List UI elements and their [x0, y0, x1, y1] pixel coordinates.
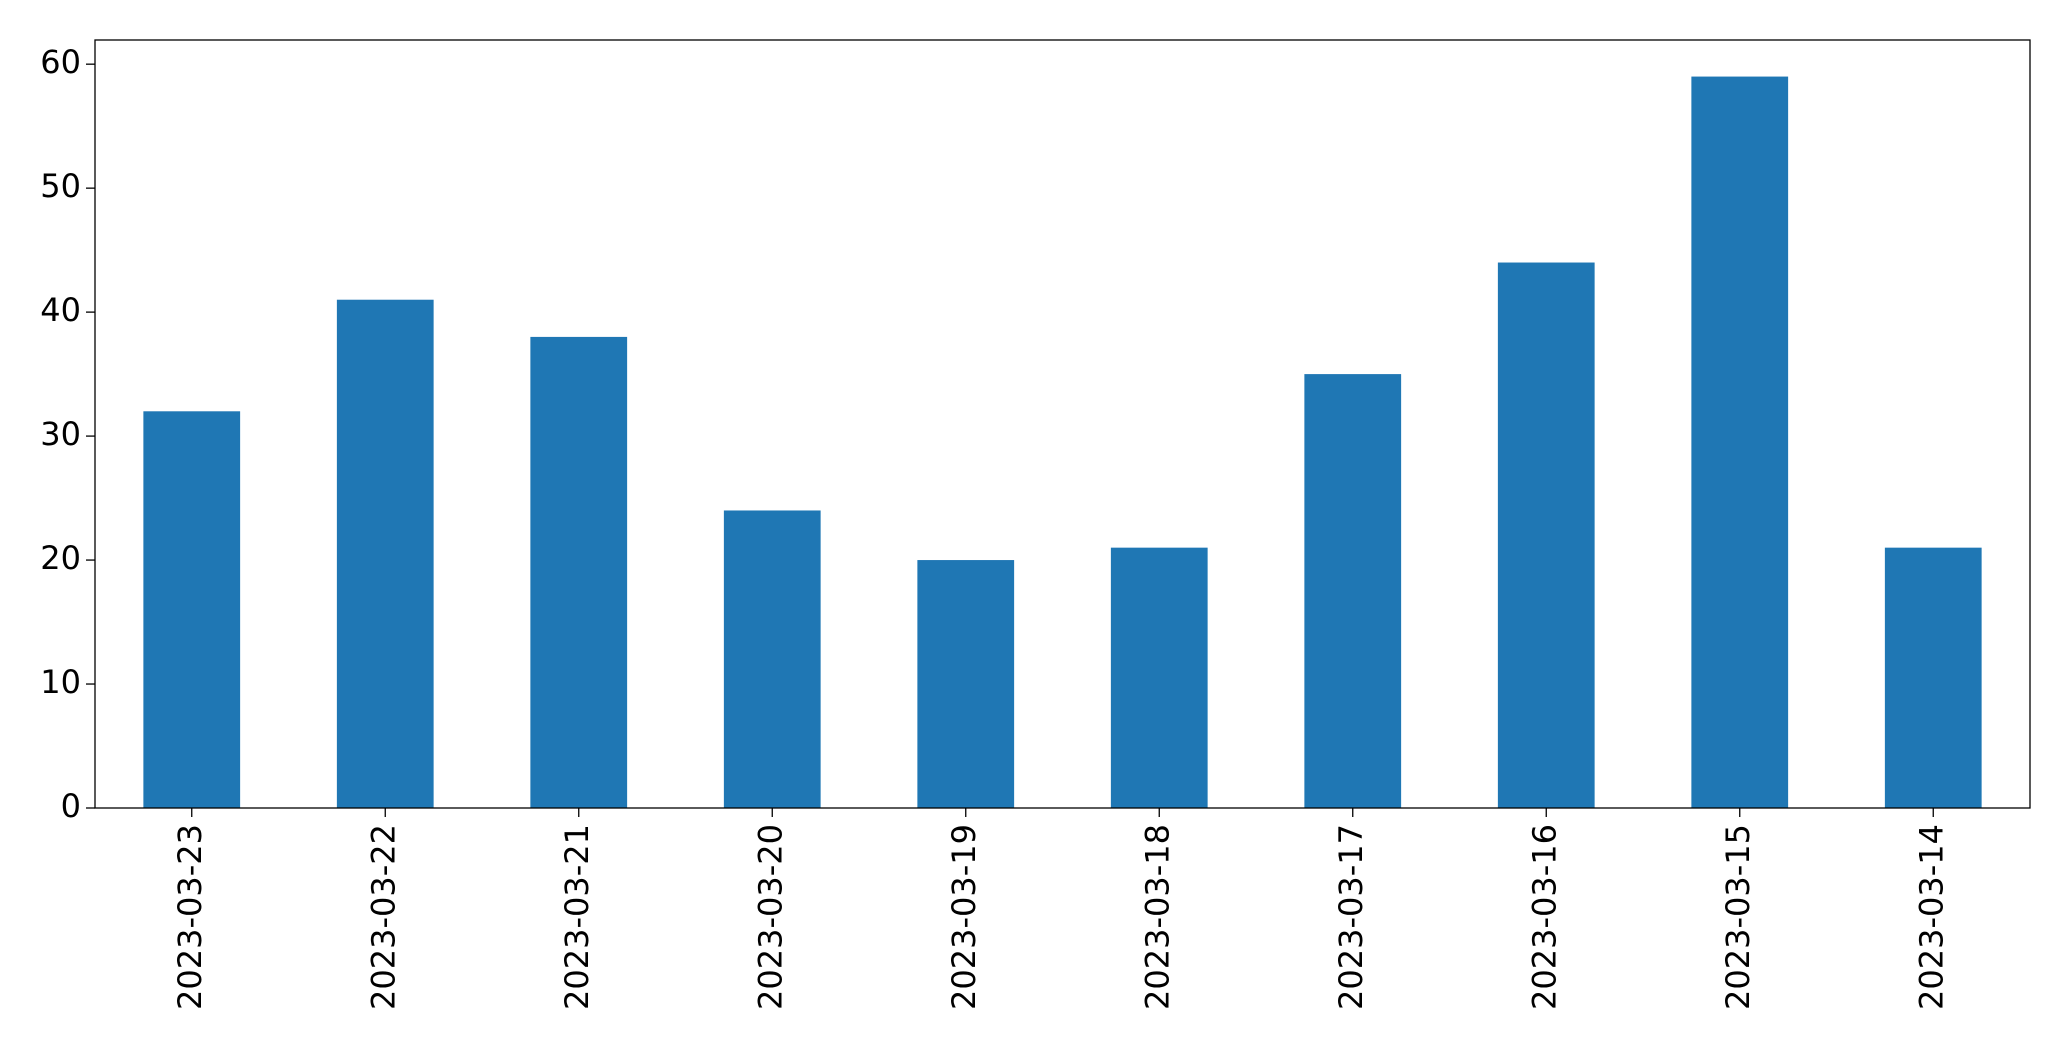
bar [1691, 76, 1789, 809]
bar [143, 411, 241, 808]
x-tick-label: 2023-03-21 [558, 824, 596, 1010]
bar [1497, 262, 1595, 808]
x-tick-label: 2023-03-18 [1138, 824, 1176, 1010]
x-tick-label: 2023-03-19 [945, 824, 983, 1010]
x-tick-label: 2023-03-22 [364, 824, 402, 1010]
y-tick-label: 30 [40, 415, 81, 453]
bar [1884, 547, 1982, 808]
y-tick-label: 0 [61, 787, 81, 825]
bar [723, 510, 821, 808]
x-tick-label: 2023-03-15 [1719, 824, 1757, 1010]
x-tick-label: 2023-03-17 [1332, 824, 1370, 1010]
bar [530, 336, 628, 808]
y-tick-label: 20 [40, 539, 81, 577]
y-tick-label: 40 [40, 291, 81, 329]
bar [917, 560, 1015, 808]
plot-frame [94, 39, 2031, 809]
x-tick-label: 2023-03-14 [1912, 824, 1950, 1010]
x-tick-label: 2023-03-16 [1525, 824, 1563, 1010]
x-tick-label: 2023-03-20 [751, 824, 789, 1010]
y-tick-label: 60 [40, 43, 81, 81]
bar [336, 299, 434, 808]
bar [1110, 547, 1208, 808]
y-tick-label: 10 [40, 663, 81, 701]
y-tick-label: 50 [40, 167, 81, 205]
x-tick-label: 2023-03-23 [171, 824, 209, 1010]
bar [1304, 374, 1402, 808]
